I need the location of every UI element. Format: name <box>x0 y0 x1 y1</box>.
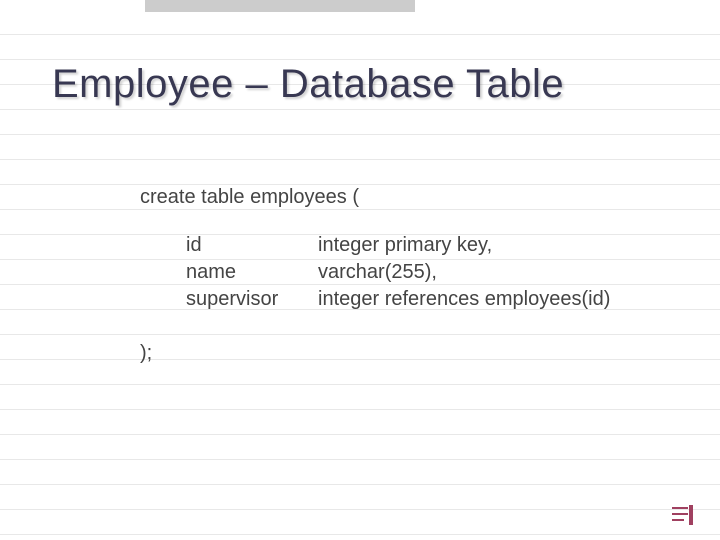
sql-column-row: name varchar(255), <box>186 259 610 286</box>
sql-column-name: id <box>186 232 318 259</box>
sql-column-type: varchar(255), <box>318 259 437 286</box>
slide-title: Employee – Database Table <box>52 62 564 107</box>
sql-column-name: name <box>186 259 318 286</box>
sql-column-type: integer primary key, <box>318 232 492 259</box>
sql-column-row: id integer primary key, <box>186 232 610 259</box>
sql-create-line: create table employees ( <box>140 186 359 209</box>
sql-columns-block: id integer primary key, name varchar(255… <box>186 232 610 313</box>
top-accent-bar <box>145 0 415 12</box>
sql-close-line: ); <box>140 342 152 365</box>
sql-column-type: integer references employees(id) <box>318 286 610 313</box>
sql-column-name: supervisor <box>186 286 318 313</box>
corner-accent-icon <box>670 502 700 528</box>
sql-column-row: supervisor integer references employees(… <box>186 286 610 313</box>
